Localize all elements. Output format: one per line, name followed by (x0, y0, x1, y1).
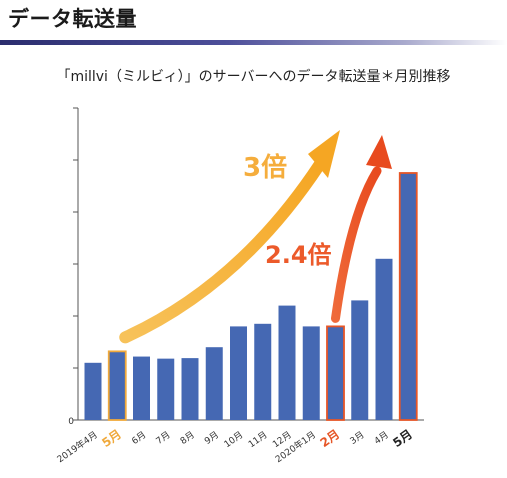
x-tick-label: 2月 (318, 427, 343, 450)
x-tick-label: 7月 (154, 429, 172, 446)
chart-title: 「millvi（ミルビィ）」のサーバーへのデータ転送量＊月別推移 (56, 69, 451, 85)
bar (230, 326, 247, 420)
bar-highlighted (326, 325, 345, 421)
page-heading: データ転送量 (8, 7, 137, 31)
annotation-2-4x: 2.4倍 (265, 241, 332, 269)
bar-highlighted (107, 350, 127, 421)
x-tick-label: 8月 (178, 429, 196, 446)
arrow-3x-shaft (119, 158, 326, 344)
bar (375, 258, 393, 420)
arrow-2-4x-shaft (331, 166, 382, 323)
bar-highlighted (398, 172, 418, 421)
x-tick-label: 5月 (390, 427, 415, 450)
bar (278, 305, 296, 420)
bar (84, 362, 102, 420)
bar (181, 358, 199, 420)
y-tick-label: 0 (68, 417, 74, 427)
bar (302, 326, 320, 420)
x-tick-label: 9月 (203, 429, 221, 446)
x-tick-label: 10月 (222, 429, 245, 450)
bar (351, 300, 369, 420)
bar (254, 323, 272, 420)
heading-rule (0, 40, 507, 45)
x-tick-label: 3月 (348, 429, 366, 446)
x-tick-label: 5月 (99, 427, 124, 450)
bar (133, 356, 150, 420)
arrow-2-4x-head (366, 135, 392, 169)
bar (157, 358, 175, 420)
x-tick-label: 4月 (372, 429, 390, 446)
x-tick-label: 11月 (246, 429, 269, 450)
bar (205, 347, 223, 420)
x-tick-label: 2019年4月 (55, 429, 100, 466)
annotation-3x: 3倍 (243, 152, 287, 183)
arrow-3x-head (308, 130, 340, 178)
x-tick-label: 6月 (130, 429, 148, 446)
